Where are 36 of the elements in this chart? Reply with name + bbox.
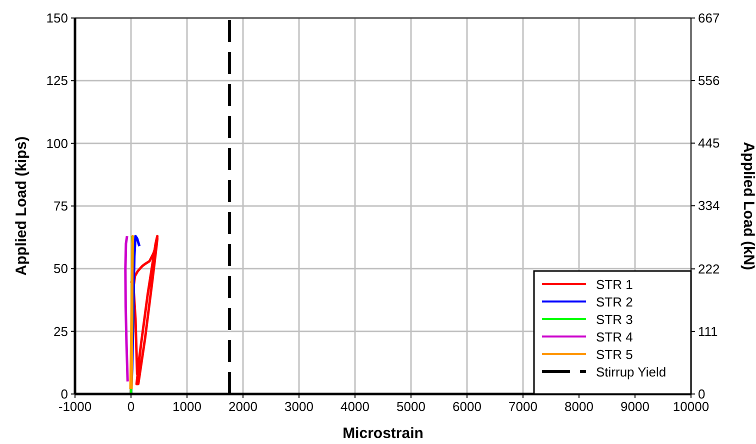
y-tick-label: 50 <box>54 261 68 276</box>
x-tick-label: 4000 <box>340 399 370 414</box>
legend-label: STR 2 <box>596 294 633 310</box>
legend-label: STR 4 <box>596 330 633 344</box>
y-tick-label: 150 <box>46 10 68 26</box>
x-tick-label: 6000 <box>452 399 482 414</box>
y-axis-title: Applied Load (kips) <box>13 136 30 276</box>
y2-tick-label: 445 <box>698 136 720 151</box>
y-tick-label: 125 <box>46 73 68 88</box>
y2-tick-label: 0 <box>698 386 706 402</box>
y2-tick-label: 222 <box>698 261 720 276</box>
legend-label: Stirrup Yield <box>596 364 666 380</box>
y2-tick-label: 556 <box>698 73 720 88</box>
legend-label: STR 1 <box>596 277 633 292</box>
y2-tick-label: 334 <box>698 198 720 214</box>
x-tick-label: 1000 <box>172 399 202 414</box>
y-tick-label: 100 <box>46 136 68 151</box>
y2-tick-label: 667 <box>698 10 720 26</box>
y-tick-label: 0 <box>60 386 68 402</box>
x-tick-label: -1000 <box>58 399 92 414</box>
x-tick-label: 7000 <box>508 399 538 414</box>
x-tick-label: 10000 <box>672 399 710 414</box>
x-axis-title: Microstrain <box>342 425 424 442</box>
x-tick-label: 0 <box>127 399 135 414</box>
line-series <box>124 234 129 383</box>
legend-label: STR 3 <box>596 312 633 327</box>
x-tick-label: 5000 <box>396 399 426 414</box>
y-tick-label: 75 <box>54 198 68 214</box>
x-tick-label: 9000 <box>620 399 650 414</box>
x-tick-label: 3000 <box>284 399 314 414</box>
y2-axis-title: Applied Load (kN) <box>740 142 756 270</box>
y2-tick-label: 111 <box>698 324 718 339</box>
x-tick-label: 8000 <box>564 399 594 414</box>
x-tick-label: 2000 <box>228 399 258 414</box>
y-tick-label: 25 <box>54 324 68 339</box>
legend-label: STR 5 <box>596 347 633 362</box>
